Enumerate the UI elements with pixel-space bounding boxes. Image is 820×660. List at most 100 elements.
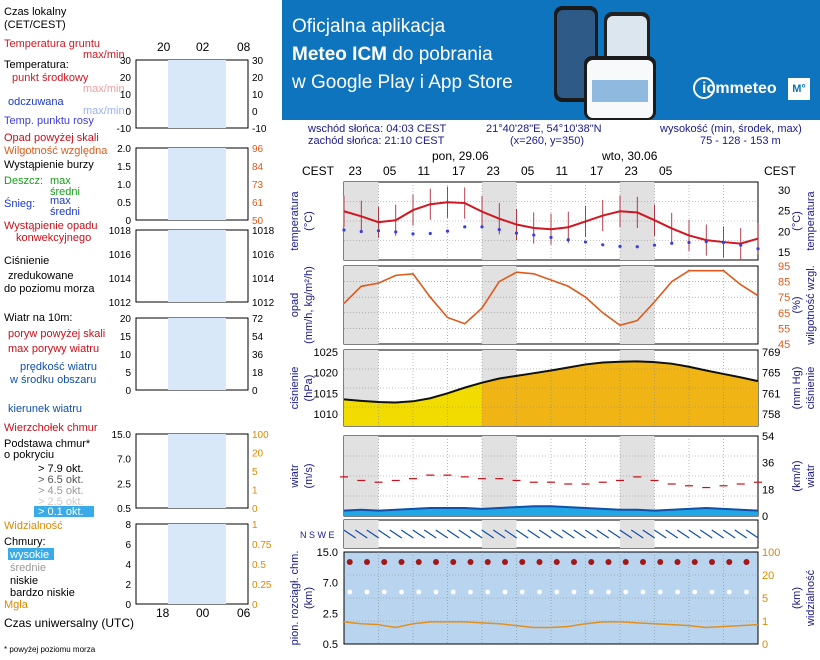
cloud-base-dot <box>416 589 422 595</box>
legend-tick-r: 72 <box>252 314 264 325</box>
wind-arrow <box>343 529 357 539</box>
temp-tick-r: 30 <box>778 185 790 197</box>
cloud-top-dot <box>674 559 681 565</box>
legend-tick-l: 10 <box>120 90 132 101</box>
dew-point <box>635 245 639 249</box>
cloud-top-dot <box>381 559 388 565</box>
legend-tick-r: 0 <box>252 600 258 611</box>
night-band <box>482 436 517 516</box>
lg-speed2: w środku obszaru <box>9 374 96 386</box>
brand-name: icmmeteo <box>702 80 777 97</box>
day-2: wto, 30.06 <box>601 149 658 163</box>
legend-temp-panel: 30 20 10 0 -10 30 20 10 0 -10 <box>117 56 267 135</box>
cloud-top-dot <box>536 559 543 565</box>
lg-chigh-box <box>8 548 54 560</box>
humidity-tick: 95 <box>778 261 790 273</box>
cloud-base-dot <box>709 589 715 595</box>
cloud-top-dot <box>571 559 577 565</box>
cloud-top-dot <box>726 559 733 565</box>
wind-arrow <box>619 529 633 539</box>
precip-label-l: opad <box>289 293 301 317</box>
cloud-top-dot <box>519 559 526 565</box>
hour-06: 06 <box>237 606 251 620</box>
lg-o45: > 4.5 okt. <box>38 485 84 497</box>
legend-tick-l: 2 <box>125 580 131 591</box>
visibility-line <box>343 621 759 629</box>
lg-press3: do poziomu morza <box>4 283 95 295</box>
legend-tick-l: 1012 <box>109 298 132 309</box>
lg-cmid: średnie <box>10 562 46 574</box>
wind-arrow <box>423 529 437 539</box>
wind-arrow <box>458 529 472 539</box>
cloud-base-dot <box>571 589 577 595</box>
wind-arrow <box>653 529 667 539</box>
pressure-tick-l: 1015 <box>314 388 338 400</box>
legend-tick-r: 0 <box>252 107 258 118</box>
lg-snow-mid: średni <box>50 206 80 218</box>
wind-arrow <box>492 529 506 539</box>
legend-tick-r: 61 <box>252 198 264 209</box>
dew-point <box>721 240 726 245</box>
lg-rain-max: max <box>50 175 71 187</box>
lg-precip: Opad powyżej skali <box>4 132 99 144</box>
cloud-base-dot <box>623 589 629 595</box>
night-band <box>620 436 655 516</box>
legend-day-band <box>168 148 226 220</box>
cloud-top-dot <box>433 559 439 565</box>
legend-tick-r: 1018 <box>252 226 275 237</box>
dew-point <box>532 233 536 237</box>
wind-arrow <box>435 529 449 539</box>
pressure-label-l: ciśnienie <box>289 367 301 410</box>
legend-tick-r: 84 <box>252 162 264 173</box>
dew-point <box>739 243 743 247</box>
brand-badge: M° <box>788 78 810 100</box>
cloud-base-dot <box>744 589 749 595</box>
wind-arrow <box>734 529 748 539</box>
wind-tick-r: 18 <box>762 484 774 496</box>
pressure-tick-l: 1025 <box>314 347 338 359</box>
legend-tick-l: 15 <box>120 332 132 343</box>
lg-press1: Ciśnienie <box>4 255 49 267</box>
dew-point <box>411 232 415 236</box>
lg-o01-box <box>34 506 94 517</box>
lg-fog: Mgła <box>4 599 29 611</box>
temp-unit-l: (°C) <box>303 211 315 231</box>
legend-press-panel: 1018 1016 1014 1012 1018 1016 1014 1012 <box>109 226 275 309</box>
temp-tick-r: 25 <box>778 206 790 218</box>
hour-tick: 11 <box>556 164 569 178</box>
lg-rain-mid: średni <box>50 186 80 198</box>
cloud-top-dot <box>622 559 629 565</box>
cloud-top-dot <box>398 559 405 565</box>
legend-clouds-panel: 8 6 4 2 0 1 0.75 0.5 0.25 0 <box>125 520 271 611</box>
banner-app-name: Meteo ICM <box>292 44 387 65</box>
cloud-top-dot <box>450 559 457 565</box>
lg-o65: > 6.5 okt. <box>38 474 84 486</box>
cloud-tick-l: 0.5 <box>323 639 338 651</box>
cloud-top-dot <box>553 559 560 565</box>
app-banner[interactable]: Oficjalna aplikacja Meteo ICM do pobrani… <box>282 0 820 120</box>
compass-label: N S W E <box>300 530 335 540</box>
lg-feels: odczuwana <box>8 96 65 108</box>
lg-feels-mm: max/min <box>83 105 125 117</box>
wind-arrow <box>515 529 529 539</box>
dew-point <box>652 243 657 247</box>
cloud-base-dot <box>364 589 370 595</box>
dew-point <box>376 229 381 233</box>
legend-tick-l: 1016 <box>109 250 132 261</box>
legend-tick-r: 50 <box>252 216 264 227</box>
legend-tick-l: 7.0 <box>117 455 131 466</box>
tz-left: CEST <box>302 164 335 178</box>
legend-tick-l: 10 <box>120 350 132 361</box>
legend-tick-r: 54 <box>252 332 264 343</box>
wind-arrow <box>377 529 391 539</box>
legend-tick-l: 1.0 <box>117 180 131 191</box>
legend-tick-l: 0 <box>125 600 131 611</box>
cloud-base-dot <box>381 589 387 595</box>
dew-point <box>756 247 760 251</box>
lg-press2: zredukowane <box>8 270 73 282</box>
temp-tick-r: 15 <box>778 247 790 259</box>
legend-tick-l: 1.5 <box>117 162 131 173</box>
legend-tick-r: 10 <box>252 90 264 101</box>
wind-arrow <box>607 529 621 539</box>
wind-arrow <box>745 529 759 539</box>
